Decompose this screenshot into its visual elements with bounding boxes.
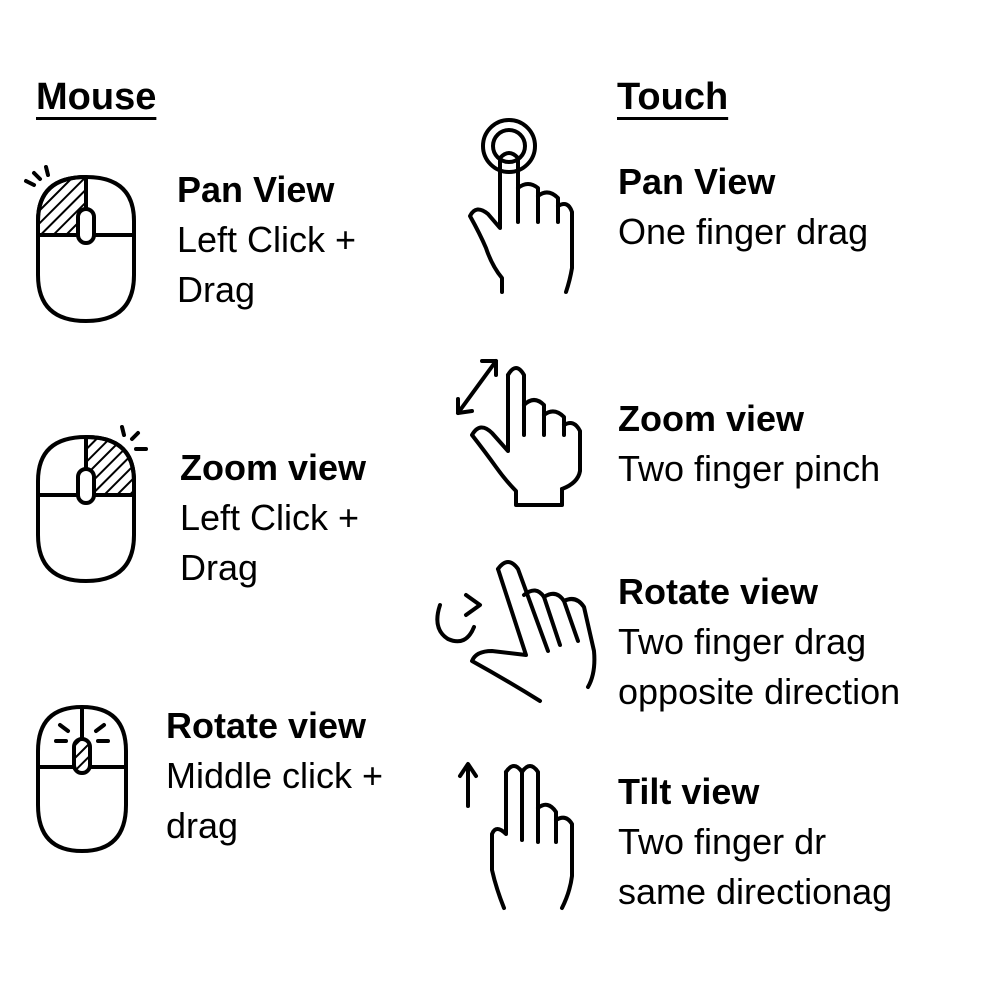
touch-rotate-view-title: Rotate view [618,571,819,612]
mouse-rotate-view-text: Rotate view Middle click + drag [166,701,383,851]
touch-pan-view-title: Pan View [618,161,776,202]
touch-tilt-view-line1: Two finger dr [618,821,827,862]
touch-zoom-view-text: Zoom view Two finger pinch [618,394,880,494]
mouse-zoom-view-line2: Drag [180,547,259,588]
mouse-rotate-view-line1: Middle click + [166,755,384,796]
mouse-rotate-view-line2: drag [166,805,239,846]
touch-rotate-view-text: Rotate view Two finger drag opposite dir… [618,567,900,717]
mouse-zoom-view-text: Zoom view Left Click + Drag [180,443,366,593]
two-finger-swipe-up-icon [452,758,582,918]
mouse-pan-view-line2: Drag [177,269,256,310]
mouse-zoom-view-line1: Left Click + [180,497,360,538]
mouse-rotate-view-title: Rotate view [166,705,367,746]
hand-rotate-icon [428,555,603,705]
mouse-pan-view-text: Pan View Left Click + Drag [177,165,356,315]
mouse-right-click-icon [20,425,150,585]
mouse-middle-click-icon [22,695,142,855]
touch-pan-view-text: Pan View One finger drag [618,157,868,257]
mouse-left-click-icon [20,165,140,325]
touch-tilt-view-text: Tilt view Two finger dr same directionag [618,767,892,917]
touch-heading: Touch [617,76,729,118]
touch-zoom-view-title: Zoom view [618,398,805,439]
touch-tilt-view-line2: same directionag [618,871,893,912]
two-finger-pinch-icon [450,355,590,515]
mouse-pan-view-line1: Left Click + [177,219,357,260]
mouse-zoom-view-title: Zoom view [180,447,367,488]
touch-rotate-view-line1: Two finger drag [618,621,867,662]
mouse-pan-view-title: Pan View [177,169,335,210]
touch-zoom-view-line1: Two finger pinch [618,448,881,489]
touch-rotate-view-line2: opposite direction [618,671,901,712]
touch-tilt-view-title: Tilt view [618,771,760,812]
touch-pan-view-line1: One finger drag [618,211,869,252]
one-finger-tap-icon [462,118,582,298]
mouse-heading: Mouse [36,76,157,118]
